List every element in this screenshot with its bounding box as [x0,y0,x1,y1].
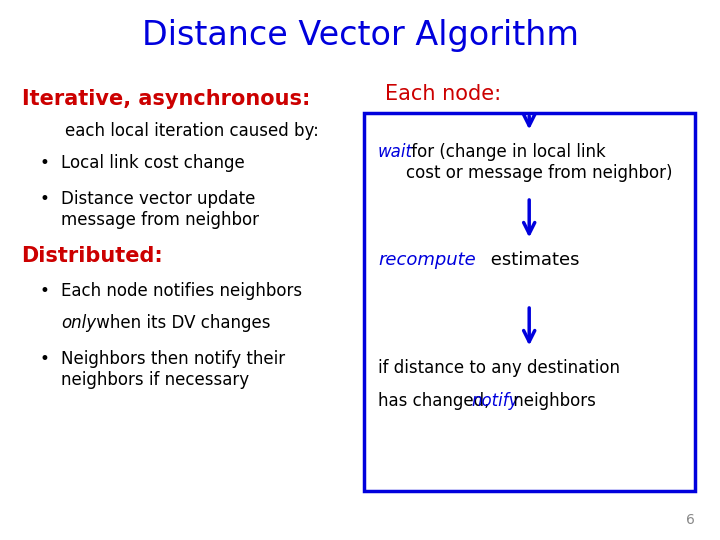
Text: Local link cost change: Local link cost change [61,154,245,172]
Text: Each node notifies neighbors: Each node notifies neighbors [61,282,302,300]
Text: only: only [61,314,96,332]
Text: wait: wait [378,143,413,161]
Bar [364,113,695,491]
Text: Distance vector update
message from neighbor: Distance vector update message from neig… [61,190,259,229]
Text: estimates: estimates [485,251,579,269]
Text: each local iteration caused by:: each local iteration caused by: [65,122,319,139]
Text: when its DV changes: when its DV changes [91,314,271,332]
Text: has changed,: has changed, [378,392,495,409]
Text: for (change in local link
cost or message from neighbor): for (change in local link cost or messag… [406,143,672,182]
Text: notify: notify [472,392,519,409]
Text: if distance to any destination: if distance to any destination [378,359,620,377]
Text: •: • [40,350,50,368]
Text: Distance Vector Algorithm: Distance Vector Algorithm [142,19,578,52]
Text: 6: 6 [686,512,695,526]
Text: recompute: recompute [378,251,476,269]
Text: •: • [40,190,50,208]
Text: •: • [40,154,50,172]
Text: neighbors: neighbors [508,392,596,409]
Text: Iterative, asynchronous:: Iterative, asynchronous: [22,89,310,109]
Text: Neighbors then notify their
neighbors if necessary: Neighbors then notify their neighbors if… [61,350,285,389]
Text: •: • [40,282,50,300]
Text: Each node:: Each node: [385,84,501,104]
Text: Distributed:: Distributed: [22,246,163,266]
